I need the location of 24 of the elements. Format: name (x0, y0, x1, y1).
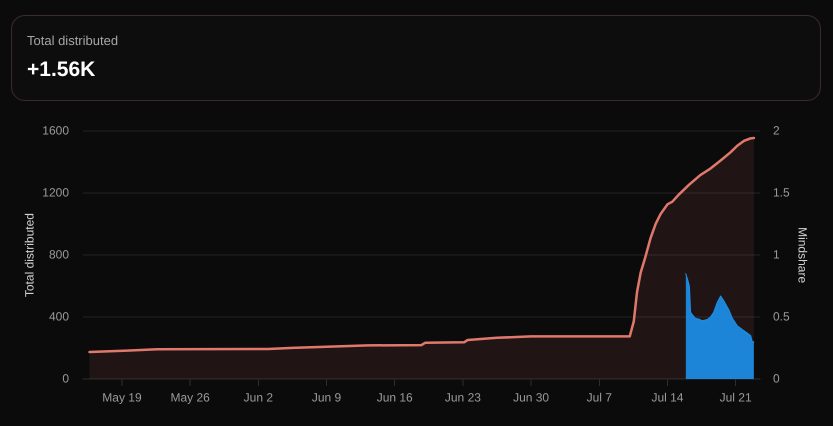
y-tick-label: 400 (48, 309, 70, 324)
x-tick-label: Jul 7 (586, 390, 612, 405)
y-axis-title: Total distributed (22, 213, 37, 298)
y2-tick-label: 1.5 (773, 185, 790, 200)
y2-tick-label: 0 (773, 371, 780, 386)
x-tick-label: May 19 (102, 390, 142, 405)
y-tick-label: 1600 (42, 124, 70, 138)
x-tick-label: May 26 (170, 390, 210, 405)
x-tick-label: Jun 16 (376, 390, 414, 405)
y-tick-label: 1200 (42, 185, 70, 200)
y2-tick-label: 0.5 (773, 309, 790, 324)
x-tick-label: Jun 30 (513, 390, 550, 405)
x-tick-label: Jun 9 (312, 390, 342, 405)
x-tick-label: Jul 14 (651, 390, 684, 405)
x-tick-label: Jun 23 (444, 390, 482, 405)
text: Total distributed (27, 33, 118, 49)
x-tick-label: Jul 21 (720, 390, 752, 405)
x-tick-label: Jun 2 (244, 390, 274, 405)
y-tick-label: 0 (62, 371, 70, 386)
y2-axis-title: Mindshare (795, 227, 810, 284)
text: +1.56K (27, 58, 96, 82)
y2-tick-label: 1 (773, 247, 780, 262)
y2-tick-label: 2 (773, 124, 780, 138)
y-tick-label: 800 (48, 247, 70, 262)
